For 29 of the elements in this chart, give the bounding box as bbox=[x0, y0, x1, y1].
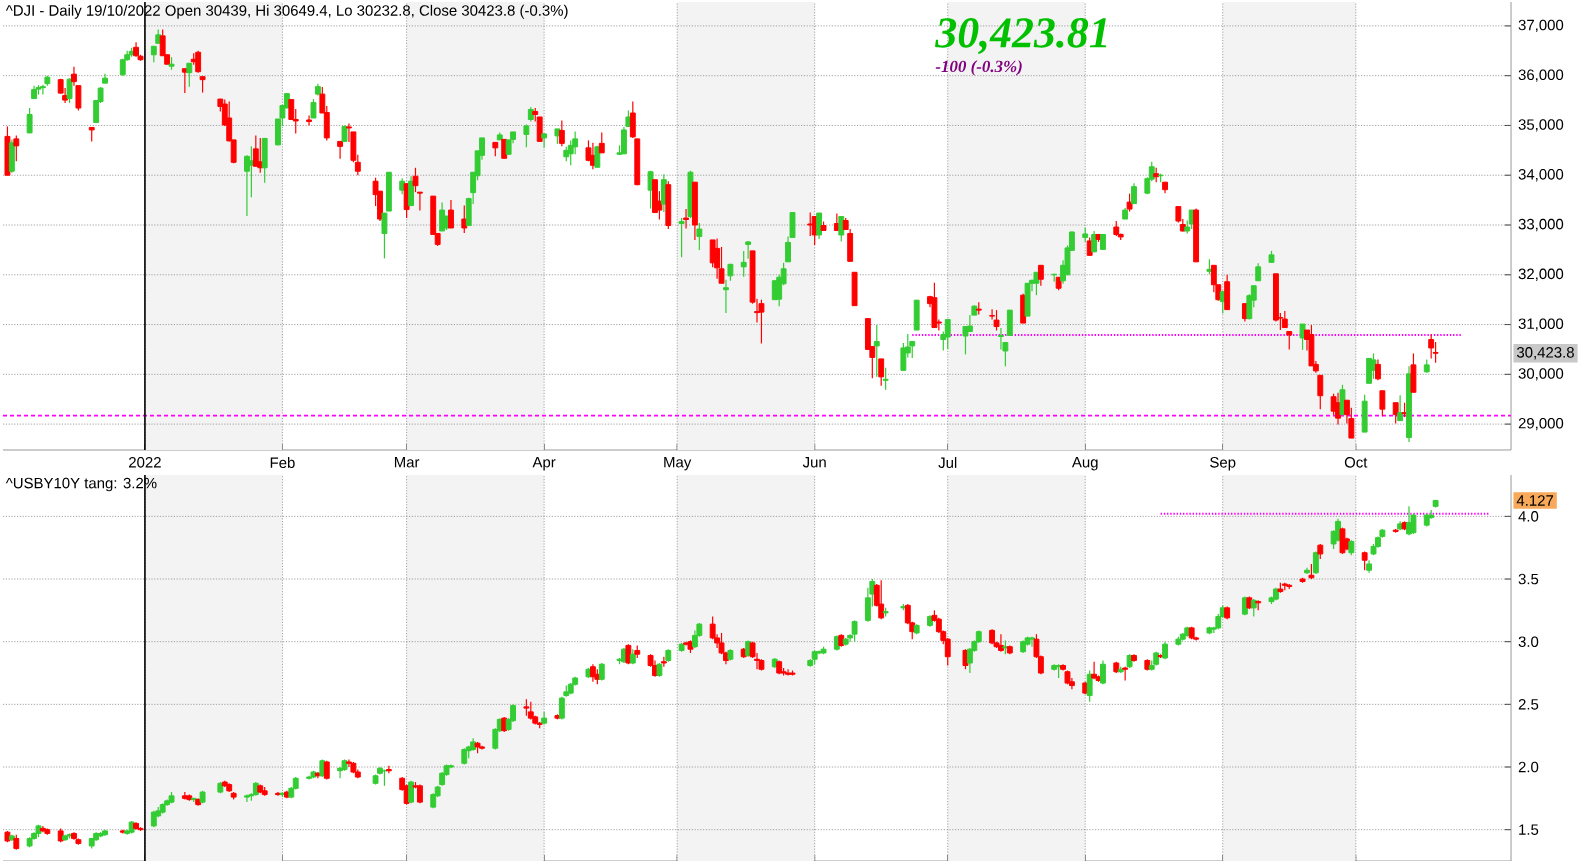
x-tick-label: Jul bbox=[938, 457, 957, 469]
y-tick-label: 32,000 bbox=[1518, 268, 1564, 281]
y-tick-label: 30,000 bbox=[1518, 368, 1564, 381]
y-tick-label: 31,000 bbox=[1518, 318, 1564, 331]
text: 30,423.8 bbox=[1516, 347, 1574, 360]
x-tick-label: Feb bbox=[270, 457, 295, 469]
y-tick-label: 4.0 bbox=[1518, 511, 1539, 522]
y-tick-label: 2.0 bbox=[1518, 761, 1539, 773]
x-tick-label: Jun bbox=[802, 457, 826, 468]
x-tick-label: May bbox=[664, 457, 692, 471]
x-tick-label: Oct bbox=[1344, 457, 1368, 468]
y-tick-label: 29,000 bbox=[1518, 417, 1564, 431]
y-tick-label: 3.5 bbox=[1518, 573, 1539, 585]
x-tick-label: Mar bbox=[394, 457, 420, 468]
x-tick-label: Aug bbox=[1071, 457, 1098, 471]
y-tick-label: 1.5 bbox=[1519, 824, 1539, 835]
y-tick-label: 36,000 bbox=[1518, 69, 1564, 82]
x-tick-label: Apr bbox=[532, 457, 556, 471]
y-tick-label: 37,000 bbox=[1518, 19, 1564, 33]
annotation: 30,423.81 bbox=[935, 18, 1107, 55]
y-tick-label: 35,000 bbox=[1518, 119, 1564, 132]
text: 4.127 bbox=[1516, 495, 1554, 506]
annotation: -100 (-0.3%) bbox=[935, 60, 1022, 76]
x-tick-label: Sep bbox=[1210, 457, 1236, 471]
y-tick-label: 34,000 bbox=[1518, 169, 1564, 182]
y-tick-label: 33,000 bbox=[1518, 218, 1564, 232]
y-tick-label: 2.5 bbox=[1518, 699, 1539, 710]
x-tick-label: 2022 bbox=[129, 457, 161, 468]
y-tick-label: 3.0 bbox=[1518, 636, 1539, 647]
